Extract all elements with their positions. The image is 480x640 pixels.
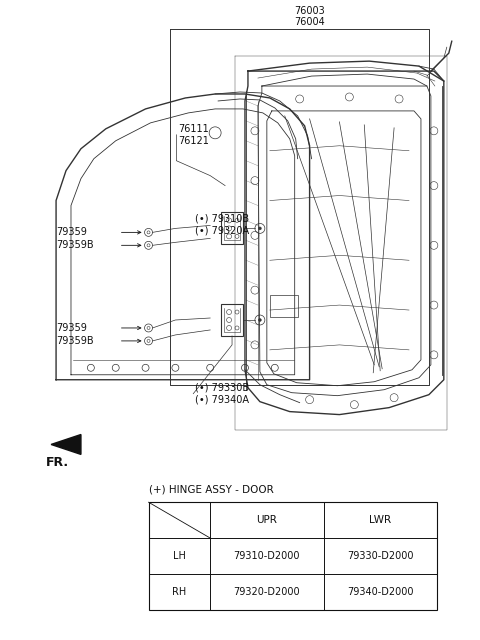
Text: LWR: LWR [369, 515, 391, 525]
Circle shape [258, 227, 262, 230]
Text: (+) HINGE ASSY - DOOR: (+) HINGE ASSY - DOOR [148, 484, 273, 494]
Text: 76121: 76121 [179, 136, 209, 146]
Text: (•) 79330B: (•) 79330B [195, 383, 250, 393]
Circle shape [258, 319, 262, 321]
Text: (•) 79310B: (•) 79310B [195, 214, 250, 223]
Bar [270, 295, 298, 317]
Text: 76004: 76004 [294, 17, 325, 28]
Text: 79359B: 79359B [56, 241, 94, 250]
Text: 79340-D2000: 79340-D2000 [347, 587, 413, 597]
Bar [221, 304, 243, 336]
Text: (•) 79340A: (•) 79340A [195, 395, 249, 404]
Text: 76003: 76003 [294, 6, 325, 17]
Text: (•) 79320A: (•) 79320A [195, 225, 250, 236]
Text: 79320-D2000: 79320-D2000 [234, 587, 300, 597]
Text: 79330-D2000: 79330-D2000 [347, 551, 413, 561]
Text: 76111: 76111 [179, 124, 209, 134]
Text: 79359: 79359 [56, 323, 87, 333]
Text: LH: LH [173, 551, 186, 561]
Text: 79359B: 79359B [56, 336, 94, 346]
Bar [221, 212, 243, 244]
Polygon shape [51, 435, 81, 454]
Text: 79359: 79359 [56, 227, 87, 237]
Text: FR.: FR. [46, 456, 69, 469]
Text: 79310-D2000: 79310-D2000 [234, 551, 300, 561]
Bar [148, 502, 437, 610]
Text: RH: RH [172, 587, 186, 597]
Text: UPR: UPR [256, 515, 277, 525]
